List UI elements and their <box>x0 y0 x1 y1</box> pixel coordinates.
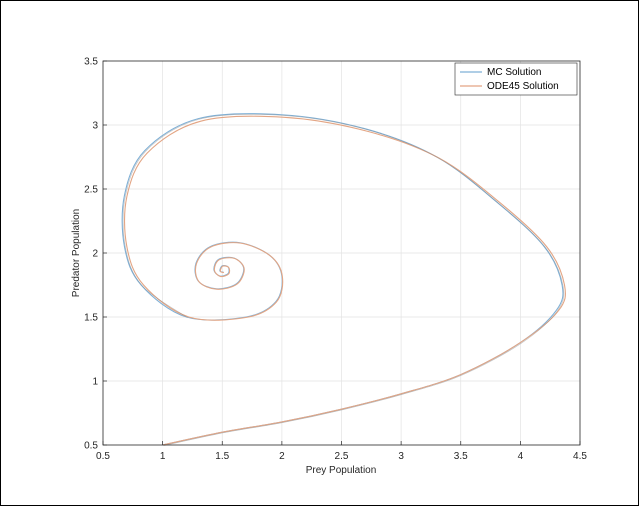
y-tick-label: 3 <box>92 121 98 132</box>
x-tick-label: 1.5 <box>215 451 229 462</box>
y-tick-label: 0.5 <box>84 441 98 452</box>
x-tick-label: 4.5 <box>573 451 587 462</box>
y-tick-label: 1.5 <box>84 313 98 324</box>
legend-label-mc: MC Solution <box>487 67 541 78</box>
x-tick-label: 2.5 <box>335 451 349 462</box>
x-tick-label: 3 <box>398 451 404 462</box>
x-axis-label: Prey Population <box>306 465 377 476</box>
series-layer <box>121 113 566 446</box>
legend-box <box>454 62 578 96</box>
y-tick-label: 3.5 <box>84 57 98 68</box>
y-tick-label: 2.5 <box>84 185 98 196</box>
x-tick-label: 0.5 <box>96 451 110 462</box>
y-axis-label: Predator Population <box>71 209 82 297</box>
series-overlap-line <box>122 113 565 446</box>
grid <box>103 61 580 445</box>
y-tick-label: 2 <box>92 249 98 260</box>
y-tick-label: 1 <box>92 377 98 388</box>
x-tick-label: 1 <box>160 451 166 462</box>
legend: MC Solution ODE45 Solution <box>454 62 578 96</box>
x-tick-label: 4 <box>518 451 524 462</box>
ticks: 0.5 1 1.5 2 2.5 3 3.5 4 4.5 0.5 1 1.5 2 2.5 3 3.5 <box>84 57 587 463</box>
x-tick-label: 2 <box>279 451 285 462</box>
x-tick-label: 3.5 <box>454 451 468 462</box>
series-line-ode45-solution <box>123 115 566 446</box>
legend-label-ode: ODE45 Solution <box>487 81 559 92</box>
